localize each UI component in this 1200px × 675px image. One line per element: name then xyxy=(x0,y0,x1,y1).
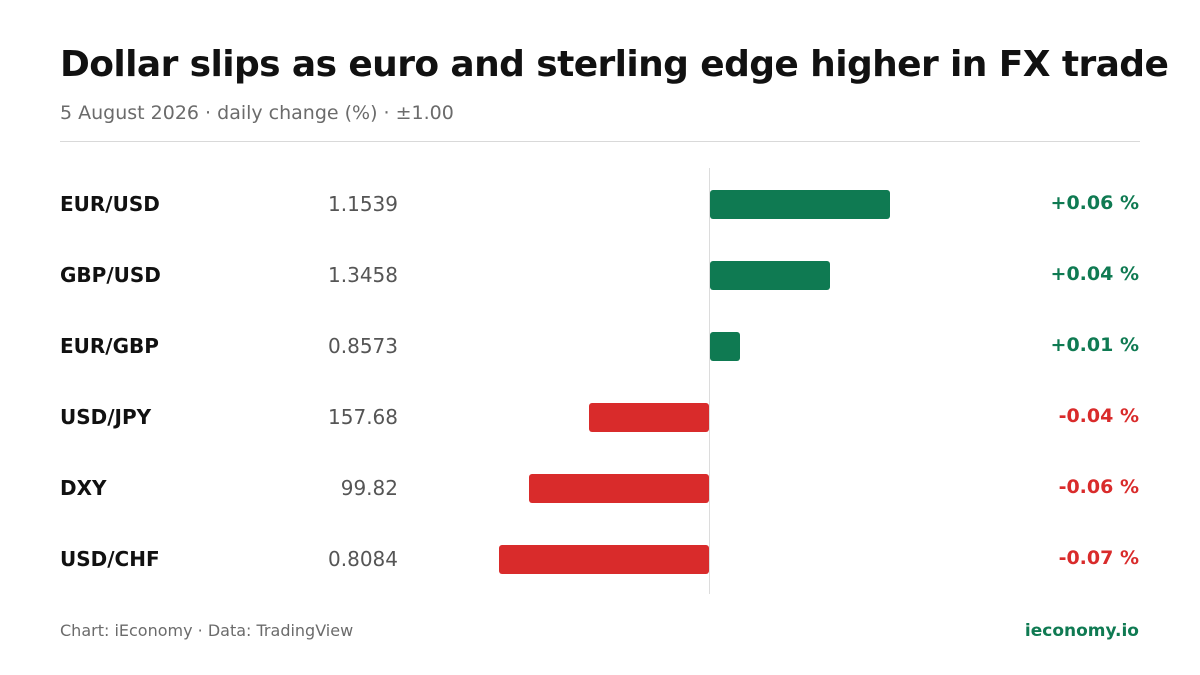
currency-pair-label: DXY xyxy=(60,476,107,500)
change-percent-label: -0.04 % xyxy=(1058,405,1139,427)
currency-pair-label: EUR/USD xyxy=(60,192,160,216)
currency-pair-label: USD/JPY xyxy=(60,405,152,429)
table-row: DXY 99.82 -0.06 % xyxy=(0,452,1200,523)
change-bar xyxy=(710,261,830,290)
exchange-rate-value: 0.8084 xyxy=(328,547,398,571)
header-divider xyxy=(60,141,1140,142)
change-percent-label: -0.07 % xyxy=(1058,547,1139,569)
change-bar xyxy=(710,190,890,219)
change-bar xyxy=(529,474,709,503)
change-bar xyxy=(589,403,709,432)
currency-pair-label: EUR/GBP xyxy=(60,334,159,358)
change-percent-label: +0.04 % xyxy=(1050,263,1139,285)
exchange-rate-value: 1.3458 xyxy=(328,263,398,287)
change-percent-label: +0.06 % xyxy=(1050,192,1139,214)
chart-title: Dollar slips as euro and sterling edge h… xyxy=(60,44,1169,85)
chart-subtitle: 5 August 2026 · daily change (%) · ±1.00 xyxy=(60,102,454,124)
table-row: EUR/USD 1.1539 +0.06 % xyxy=(0,168,1200,239)
table-row: EUR/GBP 0.8573 +0.01 % xyxy=(0,310,1200,381)
zero-axis-line xyxy=(709,168,710,594)
change-percent-label: +0.01 % xyxy=(1050,334,1139,356)
site-link[interactable]: ieconomy.io xyxy=(1024,621,1139,641)
currency-pair-label: GBP/USD xyxy=(60,263,161,287)
change-bar xyxy=(499,545,709,574)
exchange-rate-value: 157.68 xyxy=(328,405,398,429)
exchange-rate-value: 0.8573 xyxy=(328,334,398,358)
currency-pair-label: USD/CHF xyxy=(60,547,160,571)
change-bar xyxy=(710,332,740,361)
table-row: USD/CHF 0.8084 -0.07 % xyxy=(0,523,1200,594)
exchange-rate-value: 99.82 xyxy=(340,476,398,500)
change-percent-label: -0.06 % xyxy=(1058,476,1139,498)
table-row: GBP/USD 1.3458 +0.04 % xyxy=(0,239,1200,310)
exchange-rate-value: 1.1539 xyxy=(328,192,398,216)
chart-credit: Chart: iEconomy · Data: TradingView xyxy=(60,621,354,640)
table-row: USD/JPY 157.68 -0.04 % xyxy=(0,381,1200,452)
